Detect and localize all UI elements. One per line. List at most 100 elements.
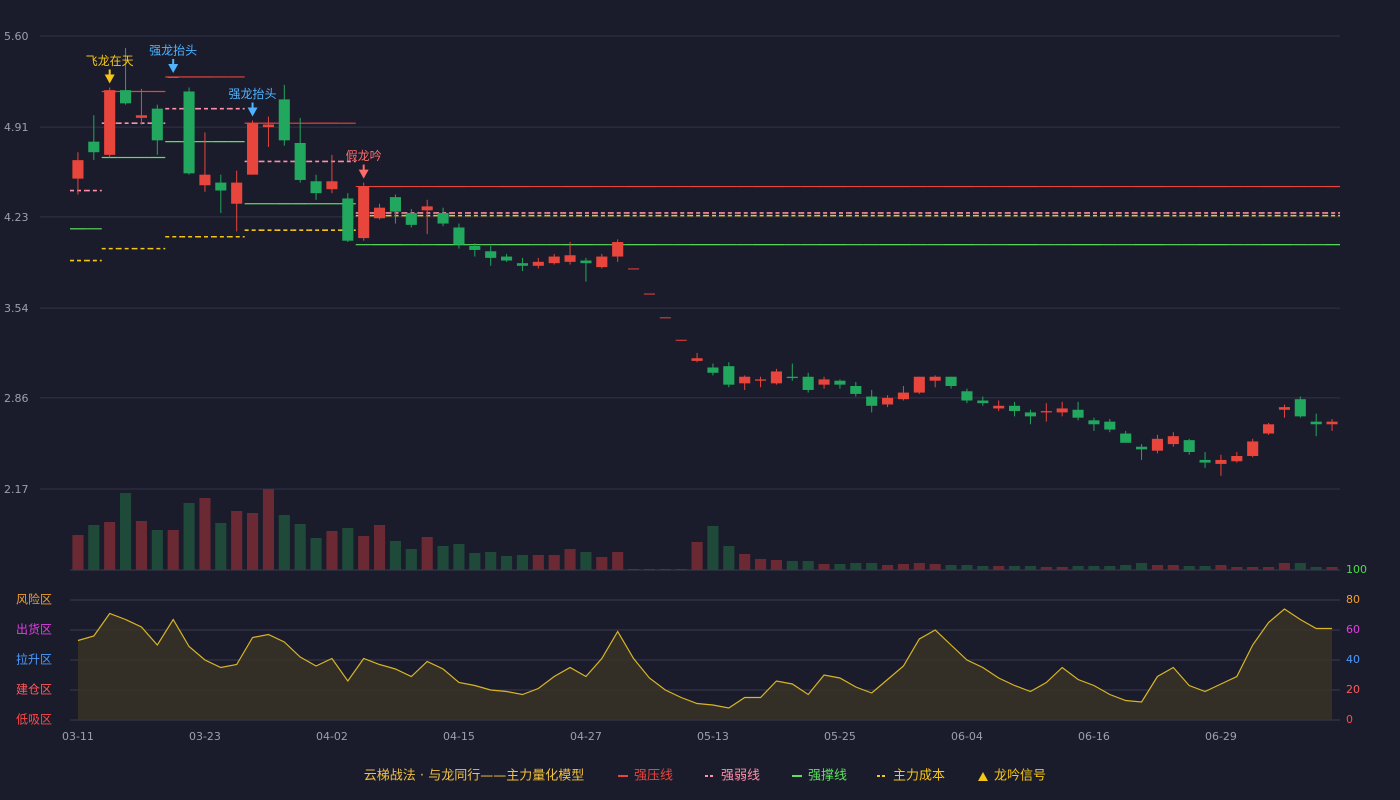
x-tick-label: 05-25 [824, 730, 856, 743]
candle-body [469, 245, 481, 250]
volume-bar [421, 537, 433, 570]
candle-body [294, 142, 306, 180]
volume-bar [326, 531, 338, 570]
zone-label: 低吸区 [16, 713, 52, 727]
candle-body [1072, 409, 1084, 418]
candle-body [72, 160, 84, 179]
signal-arrow [247, 107, 258, 117]
volume-bar [1199, 566, 1211, 570]
candle-body [755, 379, 767, 381]
volume-bar [485, 552, 497, 570]
candle-body [1183, 440, 1195, 453]
volume-bar [469, 553, 481, 570]
signal-arrow [168, 63, 179, 73]
volume-bar [374, 525, 386, 570]
candle-body [215, 182, 227, 191]
candle-body [453, 227, 465, 245]
volume-bar [1278, 563, 1290, 570]
volume-bar [151, 530, 163, 570]
candle-body [739, 376, 751, 384]
volume-bar [1263, 567, 1275, 570]
y-tick-label: 5.60 [4, 30, 29, 43]
candle-body [945, 376, 957, 386]
volume-bar [786, 561, 798, 570]
volume-bar [882, 565, 894, 570]
volume-bar [437, 546, 449, 570]
candle-body [818, 379, 830, 385]
volume-bar [548, 555, 560, 570]
volume-bar [72, 535, 84, 570]
osc-area [77, 609, 1333, 720]
volume-bar [961, 565, 973, 570]
volume-bar [1009, 566, 1021, 570]
candle-body [358, 186, 370, 239]
x-tick-label: 03-11 [62, 730, 94, 743]
volume-bar [945, 565, 957, 570]
legend-title: 云梯战法 · 与龙同行——主力量化模型 [364, 769, 584, 784]
x-tick-label: 06-16 [1078, 730, 1110, 743]
volume-bar [199, 498, 211, 570]
y-tick-label: 2.17 [4, 483, 29, 496]
candle-body [278, 99, 290, 141]
x-tick-label: 03-23 [189, 730, 221, 743]
volume-bar [1151, 565, 1163, 570]
candle-body [1310, 421, 1322, 425]
x-tick-label: 06-04 [951, 730, 983, 743]
volume-bar [405, 549, 417, 570]
x-tick-label: 04-15 [443, 730, 475, 743]
candle-body [88, 141, 100, 153]
candle-body [120, 90, 132, 104]
volume-bar [231, 511, 243, 570]
candle-body [770, 371, 782, 384]
candle-body [247, 123, 259, 175]
candle-body [1009, 405, 1021, 412]
candle-body [834, 380, 846, 385]
legend-label: 主力成本 [893, 769, 945, 784]
volume-bar [358, 536, 370, 570]
candle-body [1024, 412, 1036, 417]
candle-body [659, 317, 671, 319]
legend-label: 强弱线 [721, 769, 760, 784]
osc-tick-label: 0 [1346, 713, 1353, 726]
volume-bar [262, 489, 274, 570]
volume-bar [913, 563, 925, 570]
signal-arrow [104, 74, 115, 84]
candle-body [516, 263, 528, 266]
candle-body [897, 392, 909, 400]
y-tick-label: 2.86 [4, 392, 29, 405]
y-tick-label: 3.54 [4, 302, 29, 315]
candle-body [532, 261, 544, 266]
candle-body [183, 91, 195, 174]
candle-body [1136, 446, 1148, 450]
candle-body [1294, 399, 1306, 417]
volume-bar [643, 569, 655, 570]
volume-bar [612, 552, 624, 570]
candle-body [1247, 441, 1259, 456]
zone-label: 风险区 [16, 592, 52, 607]
candle-body [786, 376, 798, 379]
volume-bar [659, 569, 671, 570]
candle-body [1231, 455, 1243, 462]
volume-bar [1294, 563, 1306, 570]
volume-bar [802, 561, 814, 570]
candle-body [1120, 433, 1132, 443]
candle-body [326, 181, 338, 190]
volume-bar [993, 566, 1005, 570]
volume-bar [1310, 567, 1322, 570]
volume-bar [1056, 567, 1068, 570]
volume-bar [1040, 567, 1052, 570]
y-tick-label: 4.23 [4, 211, 29, 224]
volume-bar [1231, 567, 1243, 570]
volume-bar [167, 530, 179, 570]
candle-body [1040, 411, 1052, 413]
volume-bar [818, 564, 830, 570]
volume-bar [389, 541, 401, 570]
volume-bar [294, 524, 306, 570]
candle-body [405, 212, 417, 225]
candle-body [1215, 459, 1227, 464]
candle-body [1326, 421, 1338, 425]
signal-label: 假龙吟 [346, 148, 382, 163]
zone-label: 拉升区 [16, 652, 52, 667]
volume-bar [723, 546, 735, 570]
